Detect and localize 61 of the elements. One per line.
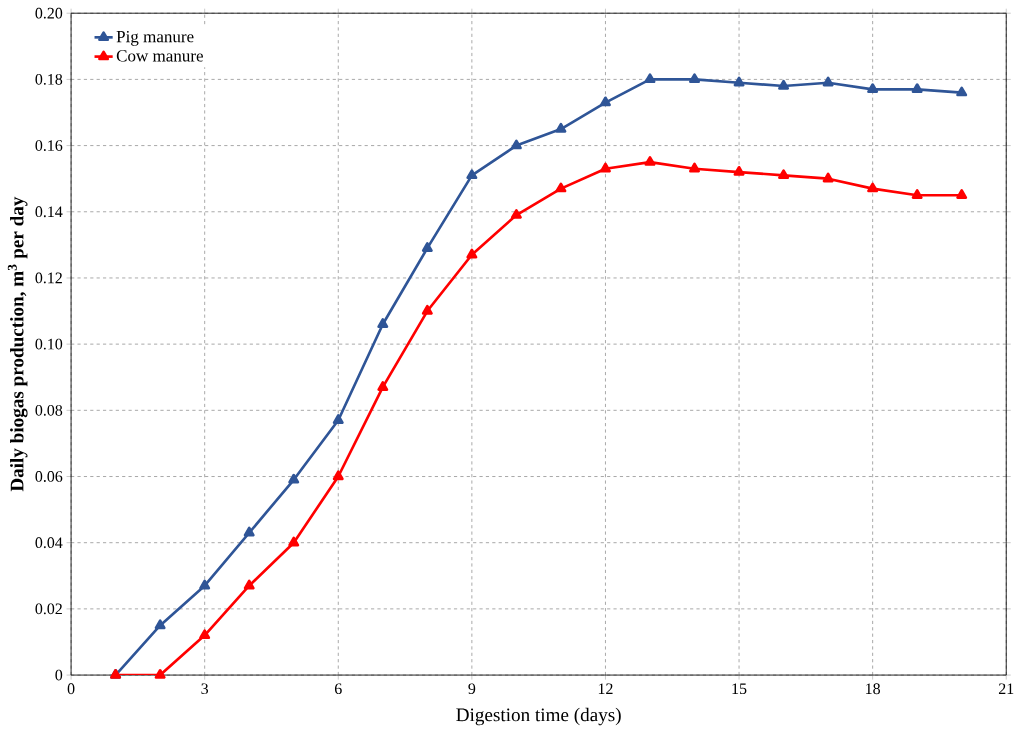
- y-tick-label: 0: [55, 669, 63, 681]
- point: [822, 172, 834, 183]
- point: [555, 182, 567, 193]
- legend-label: Cow manure: [116, 50, 203, 62]
- point: [644, 73, 656, 84]
- point: [421, 304, 433, 315]
- point: [644, 156, 656, 166]
- point: [154, 668, 166, 679]
- y-tick-label: 0.08: [35, 404, 63, 416]
- y-tick-label: 0.14: [35, 206, 63, 218]
- point: [689, 73, 700, 84]
- point: [599, 162, 611, 173]
- point: [332, 470, 344, 481]
- x-tick-label: 6: [334, 683, 342, 695]
- legend-label: Pig manure: [116, 30, 194, 46]
- point: [243, 579, 255, 590]
- point: [778, 169, 790, 180]
- point: [510, 208, 522, 219]
- point: [332, 414, 344, 424]
- x-tick-label: 3: [201, 683, 209, 695]
- point: [956, 86, 968, 97]
- y-tick-label: 0.06: [35, 471, 63, 482]
- point: [599, 96, 611, 107]
- y-tick-label: 0.18: [35, 73, 63, 85]
- point: [867, 83, 879, 94]
- point: [911, 83, 923, 94]
- y-tick-label: 0.16: [35, 140, 63, 151]
- x-axis-title: Digestion time (days): [456, 707, 621, 726]
- point: [243, 526, 255, 537]
- x-tick-label: 15: [732, 683, 747, 695]
- point: [288, 536, 300, 547]
- y-tick-label: 0.02: [35, 603, 62, 615]
- x-tick-label: 21: [998, 683, 1014, 694]
- point: [867, 182, 879, 193]
- x-tick-label: 12: [598, 683, 613, 694]
- point: [911, 189, 923, 199]
- point: [733, 165, 745, 176]
- point: [466, 248, 478, 259]
- y-tick-label: 0.20: [35, 7, 63, 19]
- point: [689, 162, 700, 173]
- point: [466, 169, 478, 180]
- point: [199, 579, 211, 590]
- point: [154, 619, 166, 630]
- point: [377, 381, 389, 391]
- point: [377, 318, 389, 328]
- point: [733, 76, 745, 87]
- point: [555, 122, 567, 133]
- x-tick-label: 18: [866, 683, 881, 695]
- y-tick-label: 0.10: [35, 338, 63, 350]
- point: [956, 189, 968, 199]
- y-tick-label: 0.12: [35, 272, 62, 284]
- x-tick-label: 0: [67, 683, 75, 695]
- point: [421, 242, 433, 252]
- point: [199, 629, 211, 640]
- point: [288, 473, 300, 484]
- point: [510, 139, 522, 150]
- point: [778, 79, 790, 90]
- x-tick-label: 9: [468, 683, 476, 695]
- y-axis-title: Daily biogas production, m$^{3}$ per day: [7, 196, 28, 492]
- point: [822, 76, 834, 87]
- y-tick-label: 0.04: [35, 537, 63, 549]
